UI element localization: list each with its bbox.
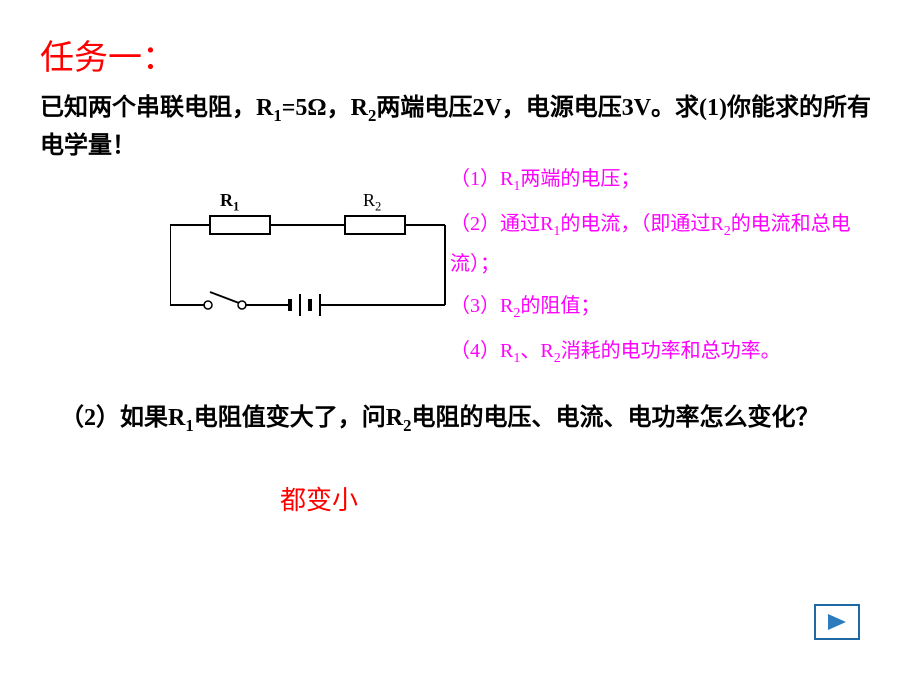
problem-statement: 已知两个串联电阻，R1=5Ω，R2两端电压2V，电源电压3V。求(1)你能求的所… bbox=[40, 90, 880, 164]
task-title: 任务一： bbox=[40, 30, 176, 79]
next-button[interactable] bbox=[814, 604, 860, 640]
circuit-diagram: R1 R2 bbox=[170, 200, 450, 330]
hint-3: （3）R2的阻值； bbox=[450, 287, 890, 328]
answer-text: 都变小 bbox=[280, 480, 358, 517]
r2-label: R2 bbox=[363, 190, 381, 215]
hint-2: （2）通过R1的电流，（即通过R2的电流和总电流）； bbox=[450, 205, 890, 284]
circuit-svg bbox=[170, 200, 450, 330]
play-icon bbox=[825, 612, 849, 632]
hints-block: （1）R1两端的电压； （2）通过R1的电流，（即通过R2的电流和总电流）； （… bbox=[450, 160, 890, 376]
hint-4: （4）R1、R2消耗的电功率和总功率。 bbox=[450, 332, 890, 373]
hint-1: （1）R1两端的电压； bbox=[450, 160, 890, 201]
question-2: （2）如果R1电阻值变大了，问R2电阻的电压、电流、电功率怎么变化？ bbox=[60, 400, 880, 438]
r1-label: R1 bbox=[220, 190, 239, 215]
